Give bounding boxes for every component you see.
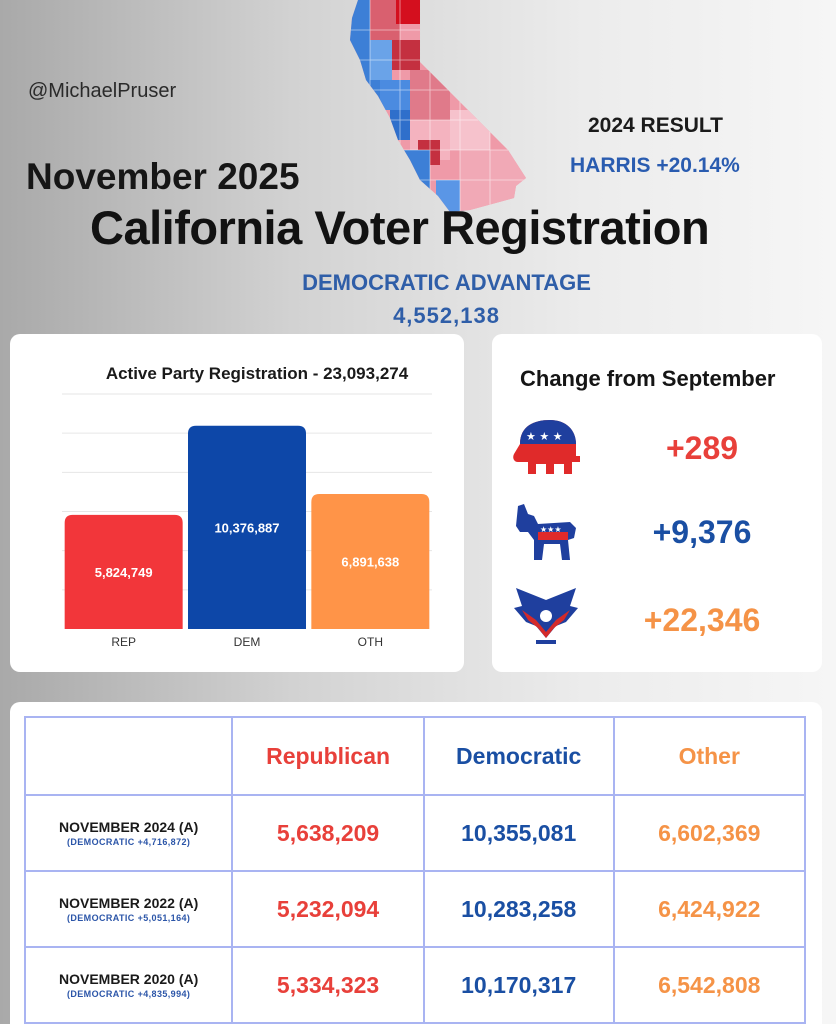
author-handle: @MichaelPruser	[28, 80, 177, 102]
history-table-card: Republican Democratic Other NOVEMBER 202…	[10, 702, 822, 1024]
bar-dem	[188, 425, 306, 629]
cell-democratic: 10,355,081	[422, 794, 615, 872]
eagle-icon	[514, 588, 578, 644]
history-table: Republican Democratic Other NOVEMBER 202…	[23, 716, 806, 1024]
row-label-cell: NOVEMBER 2022 (A) (DEMOCRATIC +5,051,164…	[23, 870, 234, 948]
row-label: NOVEMBER 2024 (A)	[59, 819, 199, 835]
x-tick-label: REP	[111, 635, 136, 649]
header-other: Other	[612, 716, 806, 796]
change-republican: +289	[665, 430, 739, 466]
table-row: NOVEMBER 2024 (A) (DEMOCRATIC +4,716,872…	[23, 794, 806, 872]
advantage-value: 4,552,138	[393, 303, 500, 328]
result-value: HARRIS +20.14%	[570, 154, 740, 177]
svg-text:★ ★ ★: ★ ★ ★	[526, 430, 563, 443]
row-sublabel: (DEMOCRATIC +4,716,872)	[66, 837, 191, 847]
result-label: 2024 RESULT	[588, 114, 723, 137]
democratic-donkey-icon: ★★★	[516, 504, 576, 560]
change-card: Change from September ★ ★ ★ +289 ★★★ +9,…	[492, 334, 822, 672]
table-header-row: Republican Democratic Other	[23, 716, 806, 796]
republican-elephant-icon: ★ ★ ★	[513, 420, 580, 474]
x-tick-label: DEM	[234, 635, 261, 649]
cell-other: 6,424,922	[612, 870, 806, 948]
report-month: November 2025	[26, 156, 300, 197]
bar-value-label: 6,891,638	[341, 555, 399, 570]
california-map	[350, 0, 526, 212]
header-blank	[23, 716, 234, 796]
header-republican: Republican	[231, 716, 425, 796]
cell-democratic: 10,170,317	[422, 946, 615, 1024]
bar-value-label: 10,376,887	[214, 520, 279, 535]
row-label: NOVEMBER 2022 (A)	[59, 895, 199, 911]
bar-oth	[311, 494, 430, 629]
row-sublabel: (DEMOCRATIC +4,835,994)	[66, 989, 191, 999]
chart-title: Active Party Registration - 23,093,274	[105, 364, 409, 383]
table-row: NOVEMBER 2022 (A) (DEMOCRATIC +5,051,164…	[23, 870, 806, 948]
svg-text:★★★: ★★★	[540, 525, 562, 534]
row-sublabel: (DEMOCRATIC +5,051,164)	[66, 913, 191, 923]
row-label-cell: NOVEMBER 2020 (A) (DEMOCRATIC +4,835,994…	[23, 946, 234, 1024]
registration-bar-chart: 5,824,749 REP 10,376,887 DEM 6,891,638 OTH	[62, 393, 432, 649]
header-democratic: Democratic	[422, 716, 615, 796]
cell-republican: 5,638,209	[231, 794, 425, 872]
advantage-label: DEMOCRATIC ADVANTAGE	[302, 270, 591, 295]
change-other: +22,346	[643, 602, 761, 638]
row-label: NOVEMBER 2020 (A)	[59, 971, 199, 987]
cell-republican: 5,334,323	[231, 946, 425, 1024]
registration-chart-card: Active Party Registration - 23,093,274 5…	[10, 334, 464, 672]
cell-other: 6,602,369	[612, 794, 806, 872]
cell-democratic: 10,283,258	[422, 870, 615, 948]
page-title: California Voter Registration	[90, 201, 710, 254]
change-title: Change from September	[520, 366, 776, 391]
table-row: NOVEMBER 2020 (A) (DEMOCRATIC +4,835,994…	[23, 946, 806, 1024]
bar-rep	[64, 514, 183, 629]
bar-value-label: 5,824,749	[95, 565, 153, 580]
row-label-cell: NOVEMBER 2024 (A) (DEMOCRATIC +4,716,872…	[23, 794, 234, 872]
x-tick-label: OTH	[358, 635, 383, 649]
cell-republican: 5,232,094	[231, 870, 425, 948]
cell-other: 6,542,808	[612, 946, 806, 1024]
change-democratic: +9,376	[652, 514, 752, 550]
